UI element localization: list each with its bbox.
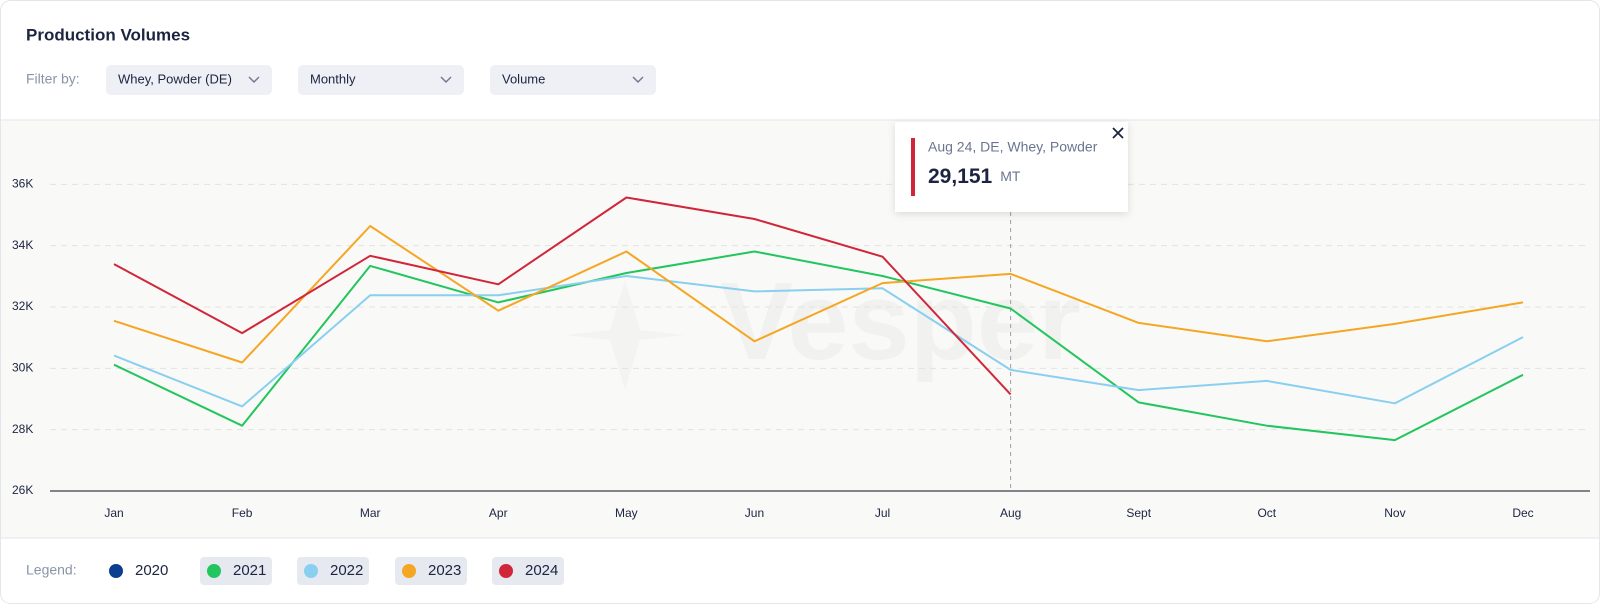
tooltip-unit: MT — [1000, 168, 1021, 184]
x-tick-label: Jul — [875, 506, 890, 520]
y-tick-label: 26K — [12, 483, 33, 497]
tooltip: Aug 24, DE, Whey, Powder 29,151 MT — [895, 122, 1128, 212]
legend-pill — [297, 557, 369, 585]
series-line — [113, 196, 1012, 396]
x-tick-label: Apr — [489, 506, 508, 520]
tooltip-title: Aug 24, DE, Whey, Powder — [928, 139, 1098, 155]
series-line — [113, 225, 1524, 364]
legend-pill — [200, 557, 272, 585]
legend-item[interactable]: 2024 — [499, 562, 558, 579]
dropdown-label: Monthly — [310, 71, 356, 86]
x-tick-label: Nov — [1384, 506, 1405, 520]
legend-text: 2021 — [233, 562, 266, 579]
legend-dot — [499, 564, 513, 578]
legend-text: 2024 — [525, 562, 558, 579]
legend-item[interactable]: 2021 — [207, 562, 266, 579]
title: Production Volumes — [26, 25, 190, 44]
x-tick-label: Oct — [1257, 506, 1276, 520]
dropdown[interactable] — [298, 65, 464, 95]
dropdown-arrow — [440, 76, 452, 83]
y-tick-label: 30K — [12, 361, 33, 375]
legend-text: 2022 — [330, 562, 363, 579]
legend-dot — [207, 564, 221, 578]
x-tick-label: Aug — [1000, 506, 1021, 520]
legend-item[interactable]: 2023 — [402, 562, 461, 579]
x-tick-label: Dec — [1512, 506, 1533, 520]
y-tick-label: 36K — [12, 177, 33, 191]
x-tick-label: Mar — [360, 506, 381, 520]
dropdown-arrow — [248, 76, 260, 83]
legend-dot — [304, 564, 318, 578]
dropdown-arrow — [632, 76, 644, 83]
x-tick-label: May — [615, 506, 638, 520]
legend-text: 2020 — [135, 562, 168, 579]
legend-item[interactable]: 2020 — [109, 562, 168, 579]
legend-dot — [402, 564, 416, 578]
y-tick-label: 28K — [12, 422, 33, 436]
dropdown[interactable] — [490, 65, 656, 95]
tooltip-number: 29,151 — [928, 165, 993, 188]
x-tick-label: Jan — [104, 506, 123, 520]
tooltip-box — [895, 122, 1128, 212]
legend-item[interactable]: 2022 — [304, 562, 363, 579]
x-tick-label: Sept — [1126, 506, 1151, 520]
series-line — [113, 250, 1524, 442]
tooltip-value: 29,151 MT — [928, 165, 1021, 188]
legend-text: 2023 — [428, 562, 461, 579]
y-tick-label: 32K — [12, 299, 33, 313]
chart-bg — [1, 120, 1599, 538]
filter-label: Filter by: — [26, 71, 80, 87]
watermark: Vesper — [720, 260, 1081, 383]
legend-pill — [395, 557, 467, 585]
legend-label: Legend: — [26, 562, 77, 578]
close-button[interactable] — [1112, 127, 1124, 139]
y-tick-label: 34K — [12, 238, 33, 252]
legend-pill — [492, 557, 564, 585]
legend-dot — [109, 564, 123, 578]
x-tick-label: Feb — [232, 506, 253, 520]
dropdown[interactable] — [106, 65, 272, 95]
x-tick-label: Jun — [745, 506, 764, 520]
dropdown-label: Whey, Powder (DE) — [118, 71, 232, 86]
tooltip-bar — [911, 138, 915, 196]
dropdown-label: Volume — [502, 71, 545, 86]
series-line — [113, 275, 1524, 408]
